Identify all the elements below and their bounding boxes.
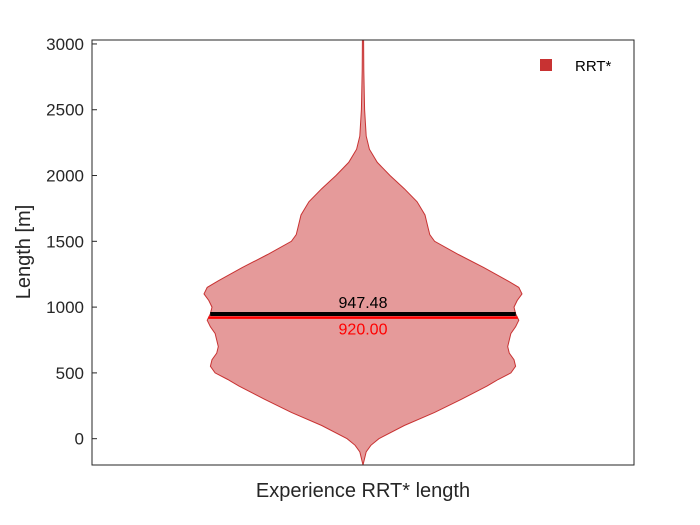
y-axis-label: Length [m] <box>13 205 35 300</box>
y-tick-label: 2000 <box>46 167 84 186</box>
y-tick-label: 1500 <box>46 232 84 251</box>
violin-body <box>203 39 523 466</box>
legend-swatch <box>540 59 552 71</box>
plot-frame <box>91 39 635 466</box>
mean-label: 947.48 <box>339 295 388 312</box>
y-tick-label: 500 <box>56 364 84 383</box>
x-axis-label: Experience RRT* length <box>256 480 470 502</box>
legend: RRT* <box>540 58 612 75</box>
y-tick-label: 2500 <box>46 101 84 120</box>
y-tick-label: 3000 <box>46 35 84 54</box>
median-label: 920.00 <box>339 322 388 339</box>
y-tick-label: 0 <box>75 430 84 449</box>
legend-label-rrt: RRT* <box>575 58 612 75</box>
y-axis: 0 500 1000 1500 2000 2500 3000 <box>46 35 97 449</box>
y-tick-label: 1000 <box>46 298 84 317</box>
